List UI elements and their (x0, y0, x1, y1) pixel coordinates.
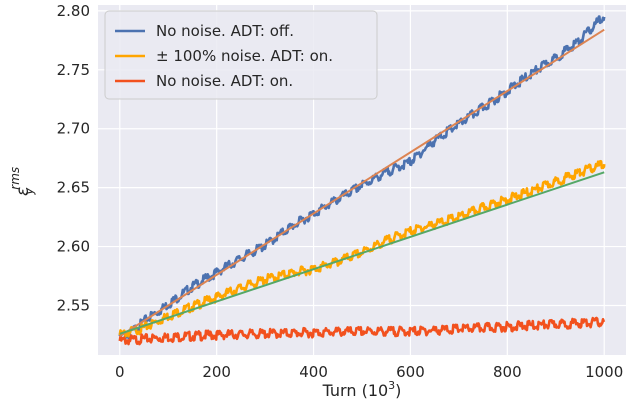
series-line-3 (118, 316, 606, 346)
x-axis-label-text: Turn (10 (322, 381, 389, 400)
legend-label: No noise. ADT: on. (156, 72, 293, 90)
y-tick-label: 2.75 (57, 61, 90, 79)
legend: No noise. ADT: off. ± 100% noise. ADT: on… (104, 10, 378, 100)
legend-box (104, 10, 378, 100)
x-axis-label-close: ) (395, 381, 401, 400)
x-tick-label: 0 (115, 363, 125, 381)
x-tick-label: 200 (202, 363, 231, 381)
y-tick-label: 2.60 (57, 238, 90, 256)
x-tick-label: 1000 (585, 363, 623, 381)
series-layer (118, 15, 606, 346)
x-axis-label-sup: 3 (388, 379, 395, 392)
x-tick-label: 600 (396, 363, 425, 381)
tick-labels: 0 200 400 600 800 1000 2.55 2.60 2.65 2.70 2.75 2.8… (57, 2, 624, 381)
y-axis-label: εyrms (8, 167, 36, 196)
y-axis-label-base: ε (13, 187, 33, 196)
y-axis-label-sup: rms (8, 167, 22, 190)
y-tick-label: 2.65 (57, 179, 90, 197)
fit-line-2 (119, 171, 605, 335)
x-tick-label: 400 (299, 363, 328, 381)
y-axis-label-sub: y (22, 187, 36, 196)
fit-line-1 (119, 28, 605, 337)
legend-label: No noise. ADT: off. (156, 22, 294, 40)
y-tick-label: 2.80 (57, 2, 90, 20)
y-tick-label: 2.55 (57, 297, 90, 315)
y-tick-label: 2.70 (57, 120, 90, 138)
y-axis-label-text: εyrms (8, 167, 36, 196)
legend-label: ± 100% noise. ADT: on. (156, 47, 333, 65)
x-axis-label: Turn (103) (322, 379, 402, 400)
x-tick-label: 800 (493, 363, 522, 381)
